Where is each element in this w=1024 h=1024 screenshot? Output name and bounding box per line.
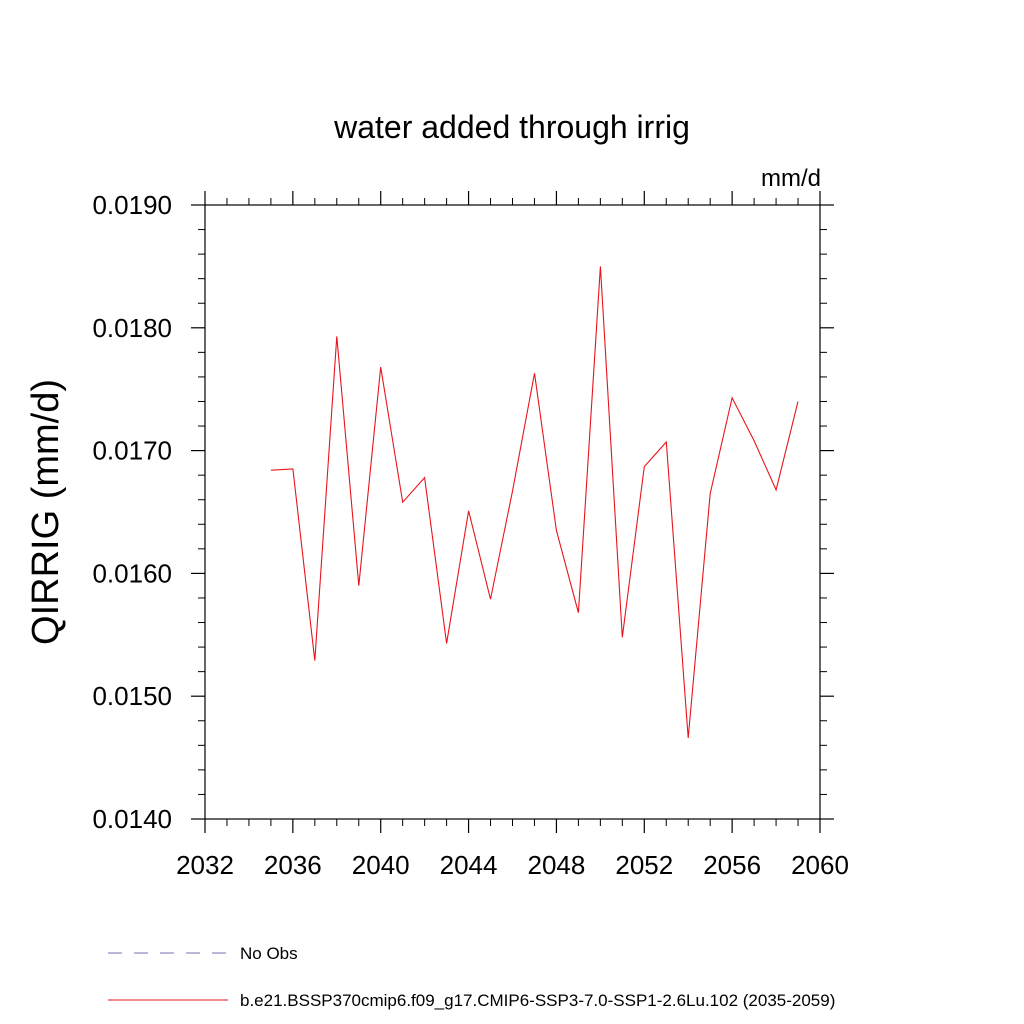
legend-label: No Obs [240,944,298,963]
x-tick-label: 2052 [615,850,673,880]
x-tick-label: 2040 [352,850,410,880]
y-tick-label: 0.0160 [92,558,172,588]
x-tick-label: 2036 [264,850,322,880]
y-tick-label: 0.0170 [92,436,172,466]
x-tick-label: 2048 [528,850,586,880]
y-tick-label: 0.0190 [92,190,172,220]
chart-title: water added through irrig [333,109,690,145]
y-axis-label: QIRRIG (mm/d) [25,379,67,645]
x-tick-label: 2044 [440,850,498,880]
x-tick-label: 2060 [791,850,849,880]
legend: No Obs b.e21.BSSP370cmip6.f09_g17.CMIP6-S… [108,944,835,1010]
axis-ticks: 2032 2036 2040 2044 2048 2052 2056 2060 0.0140 0.… [92,190,848,880]
x-tick-label: 2056 [703,850,761,880]
y-tick-label: 0.0150 [92,681,172,711]
legend-label: b.e21.BSSP370cmip6.f09_g17.CMIP6-SSP3-7.… [240,991,835,1010]
units-label: mm/d [761,165,821,192]
plot-frame [204,204,821,820]
y-tick-label: 0.0140 [92,804,172,834]
x-tick-label: 2032 [176,850,234,880]
series-line [270,266,799,739]
series-line-group [270,266,799,739]
y-tick-label: 0.0180 [92,313,172,343]
